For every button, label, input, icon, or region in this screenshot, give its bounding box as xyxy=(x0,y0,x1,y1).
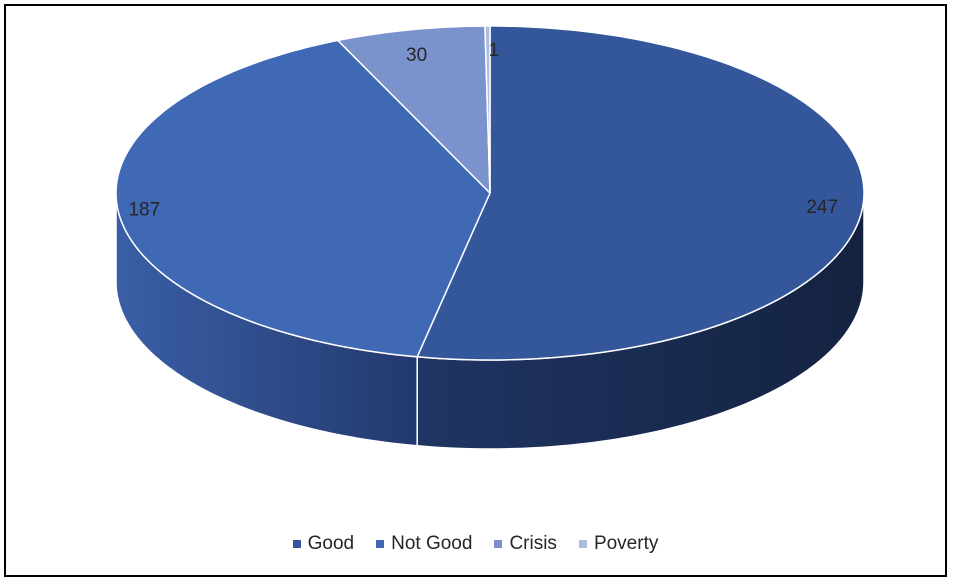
legend: Good Not Good Crisis Poverty xyxy=(6,533,945,555)
legend-swatch xyxy=(292,540,301,548)
legend-item-not-good: Not Good xyxy=(376,533,472,555)
pie-chart: 247 187 30 1 xyxy=(115,25,865,450)
legend-swatch xyxy=(376,540,385,548)
pie-slice-not-good xyxy=(115,39,491,358)
legend-item-poverty: Poverty xyxy=(578,533,659,555)
legend-label: Good xyxy=(307,533,355,554)
data-label-poverty: 1 xyxy=(489,40,500,61)
legend-item-good: Good xyxy=(292,533,355,555)
chart-frame: 247 187 30 1 Good Not Good Crisis Poverty xyxy=(4,4,947,577)
pie-slice-poverty xyxy=(484,25,491,194)
data-label-good: 247 xyxy=(806,197,838,218)
data-label-crisis: 30 xyxy=(406,45,427,66)
legend-label: Not Good xyxy=(391,533,473,554)
legend-swatch xyxy=(494,540,503,548)
pie-slice-good xyxy=(416,25,865,361)
legend-label: Poverty xyxy=(593,533,659,554)
legend-swatch xyxy=(578,540,587,548)
pie-slice-crisis xyxy=(337,25,491,194)
data-label-not-good: 187 xyxy=(128,199,160,220)
legend-label: Crisis xyxy=(509,533,557,554)
legend-item-crisis: Crisis xyxy=(494,533,557,555)
